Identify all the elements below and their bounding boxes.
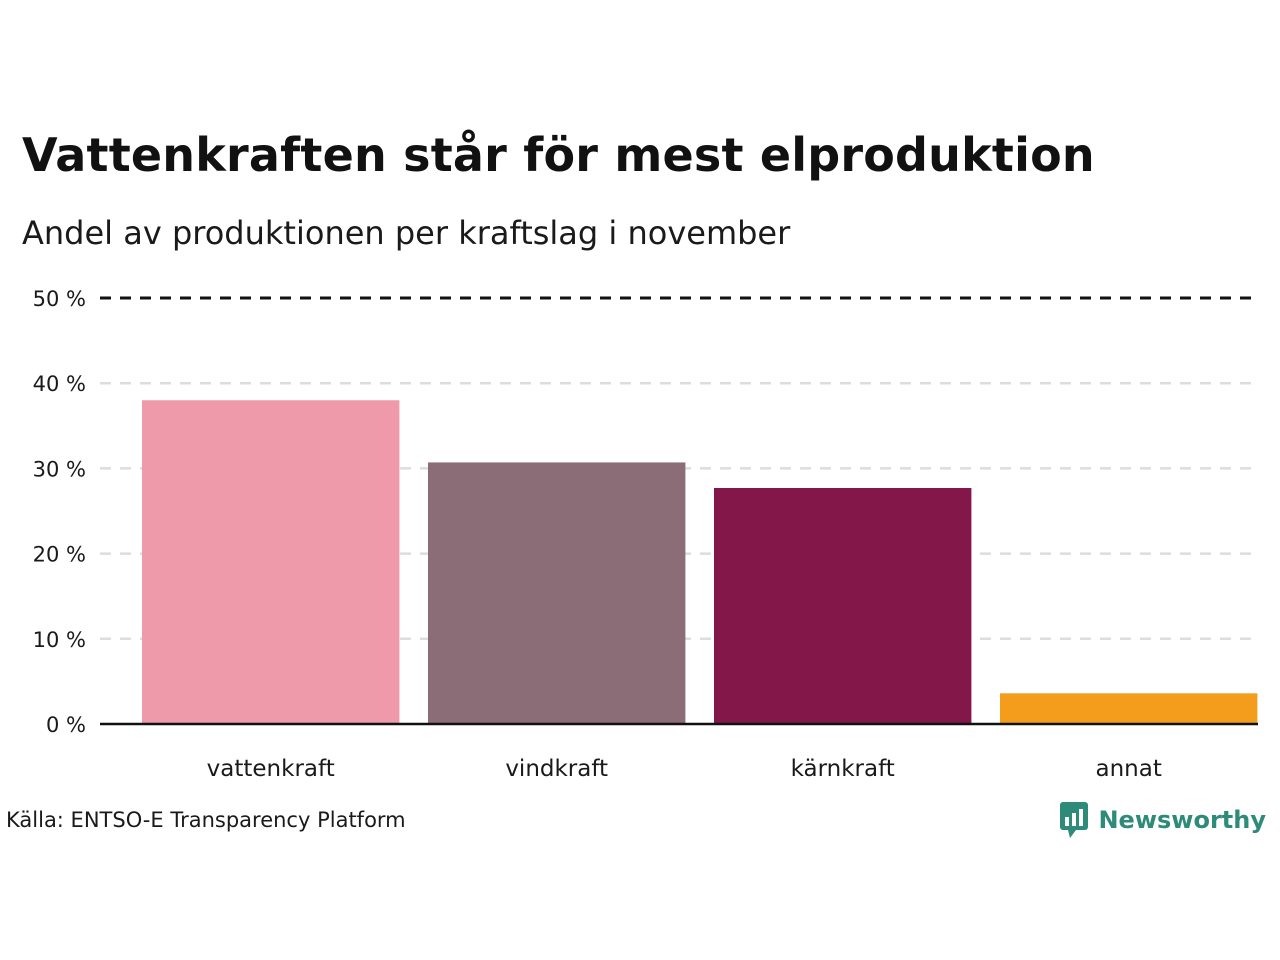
brand-logo: Newsworthy: [1060, 802, 1266, 838]
bar-vattenkraft: [142, 400, 400, 724]
y-tick-label: 0 %: [46, 713, 86, 737]
y-tick-label: 20 %: [33, 543, 86, 567]
y-tick-label: 30 %: [33, 457, 86, 481]
chart-title: Vattenkraften står för mest elproduktion: [22, 128, 1095, 182]
x-tick-label: vattenkraft: [207, 756, 335, 782]
bar-annat: [1000, 693, 1258, 724]
brand-name: Newsworthy: [1098, 806, 1266, 834]
newsworthy-logo-icon: [1060, 802, 1089, 838]
x-tick-label: annat: [1096, 756, 1162, 782]
bar-chart: 0 % 10 % 20 % 30 % 40 % 50 % vattenkraft vindkr…: [33, 287, 1258, 782]
bar-kärnkraft: [714, 487, 972, 724]
x-tick-label: vindkraft: [505, 756, 608, 782]
x-tick-label: kärnkraft: [791, 756, 895, 782]
source-note: Källa: ENTSO-E Transparency Platform: [6, 808, 406, 832]
chart-subtitle: Andel av produktionen per kraftslag i no…: [22, 214, 791, 252]
y-tick-label: 50 %: [33, 287, 86, 311]
bar-vindkraft: [428, 462, 686, 724]
y-tick-label: 10 %: [33, 628, 86, 652]
y-tick-label: 40 %: [33, 372, 86, 396]
